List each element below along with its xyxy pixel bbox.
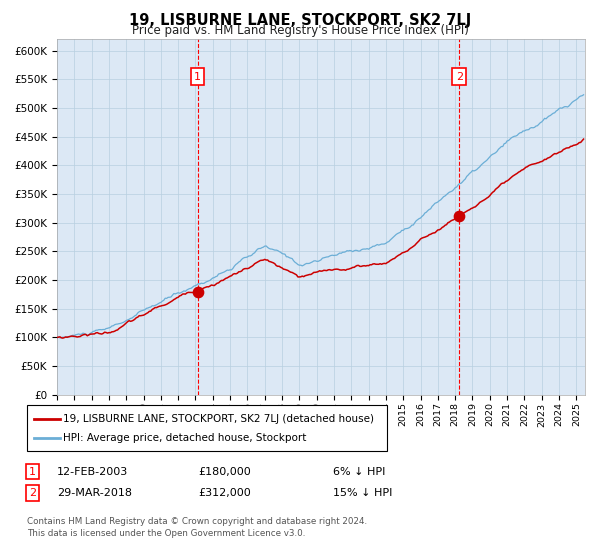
Text: Contains HM Land Registry data © Crown copyright and database right 2024.: Contains HM Land Registry data © Crown c… bbox=[27, 517, 367, 526]
Text: 15% ↓ HPI: 15% ↓ HPI bbox=[333, 488, 392, 498]
Text: 29-MAR-2018: 29-MAR-2018 bbox=[57, 488, 132, 498]
Text: 19, LISBURNE LANE, STOCKPORT, SK2 7LJ (detached house): 19, LISBURNE LANE, STOCKPORT, SK2 7LJ (d… bbox=[63, 414, 374, 424]
Text: Price paid vs. HM Land Registry's House Price Index (HPI): Price paid vs. HM Land Registry's House … bbox=[131, 24, 469, 37]
Text: 6% ↓ HPI: 6% ↓ HPI bbox=[333, 466, 385, 477]
Text: £180,000: £180,000 bbox=[198, 466, 251, 477]
Point bbox=[193, 287, 202, 296]
Point bbox=[455, 211, 464, 220]
Text: 2: 2 bbox=[456, 72, 463, 82]
Text: HPI: Average price, detached house, Stockport: HPI: Average price, detached house, Stoc… bbox=[63, 433, 307, 443]
Text: 1: 1 bbox=[29, 466, 36, 477]
Text: This data is licensed under the Open Government Licence v3.0.: This data is licensed under the Open Gov… bbox=[27, 529, 305, 538]
Text: £312,000: £312,000 bbox=[198, 488, 251, 498]
Text: 19, LISBURNE LANE, STOCKPORT, SK2 7LJ: 19, LISBURNE LANE, STOCKPORT, SK2 7LJ bbox=[129, 13, 471, 28]
Text: 2: 2 bbox=[29, 488, 36, 498]
Text: 1: 1 bbox=[194, 72, 201, 82]
Text: 12-FEB-2003: 12-FEB-2003 bbox=[57, 466, 128, 477]
